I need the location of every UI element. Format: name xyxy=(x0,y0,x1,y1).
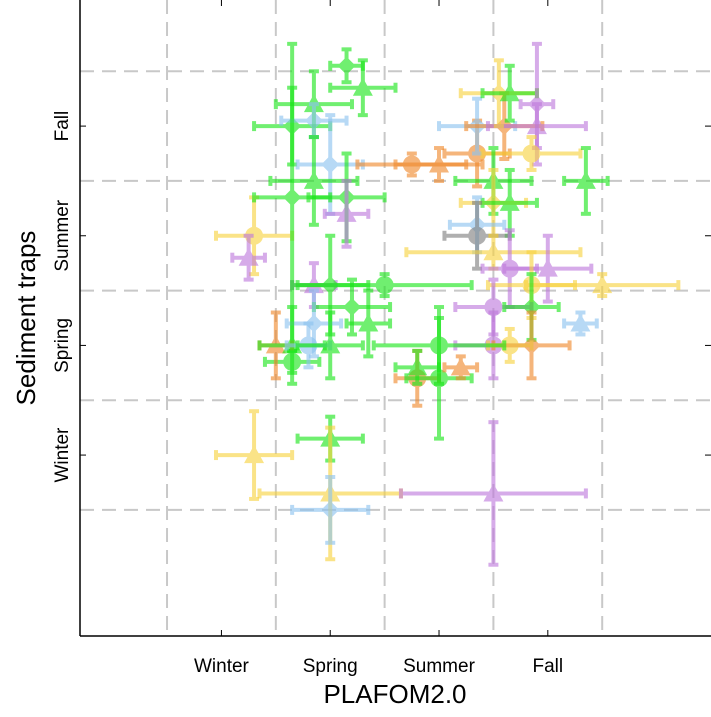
data-point-35 xyxy=(480,63,539,123)
data-point-48 xyxy=(524,272,681,299)
data-point-2 xyxy=(230,233,267,282)
x-tick-label: Fall xyxy=(532,656,563,677)
data-point-7 xyxy=(398,420,588,567)
data-point-37 xyxy=(480,135,583,172)
circle-marker xyxy=(522,144,541,163)
circle-marker xyxy=(430,369,449,388)
data-point-29 xyxy=(393,146,485,183)
triangle-marker xyxy=(407,357,428,376)
triangle-marker xyxy=(570,313,591,332)
data-point-26 xyxy=(295,310,365,381)
triangle-marker xyxy=(499,192,520,211)
diamond-marker xyxy=(304,111,323,130)
data-point-8 xyxy=(328,47,365,85)
triangle-marker xyxy=(358,313,379,332)
data-point-38 xyxy=(562,146,610,216)
diamond-marker xyxy=(283,188,302,207)
triangle-marker xyxy=(336,203,357,222)
diamond-marker xyxy=(321,155,340,174)
data-point-44 xyxy=(404,233,583,271)
triangle-marker xyxy=(450,357,471,376)
data-point-59 xyxy=(442,354,480,381)
triangle-marker xyxy=(592,275,613,294)
triangle-marker xyxy=(483,242,504,261)
plot-frame xyxy=(79,0,711,637)
triangle-marker xyxy=(429,154,450,173)
triangle-marker xyxy=(483,483,504,502)
triangle-marker xyxy=(575,170,596,189)
diamond-marker xyxy=(342,298,361,317)
triangle-marker xyxy=(244,445,265,464)
x-tick-label: Winter xyxy=(194,656,250,677)
x-axis-ticks: Winter Spring Summer Fall xyxy=(194,0,563,677)
triangle-marker xyxy=(352,77,373,96)
y-axis-title: Sediment traps xyxy=(11,231,41,406)
circle-marker xyxy=(375,276,394,295)
plot-background xyxy=(80,0,711,636)
data-point-51 xyxy=(562,310,599,337)
data-point-3 xyxy=(213,409,295,501)
data-point-36 xyxy=(518,41,556,167)
y-axis-ticks: Winter Spring Summer Fall xyxy=(52,111,711,483)
diamond-marker xyxy=(321,500,340,519)
diamond-marker xyxy=(527,95,546,114)
data-point-9 xyxy=(328,58,398,118)
data-point-41 xyxy=(480,167,539,238)
data-point-27 xyxy=(295,272,474,299)
data-point-17 xyxy=(322,178,371,249)
data-point-43 xyxy=(442,200,512,271)
triangle-marker xyxy=(499,83,520,102)
data-points xyxy=(213,41,681,567)
data-point-46 xyxy=(502,233,594,304)
triangle-marker xyxy=(238,247,259,266)
circle-marker xyxy=(468,226,487,245)
triangle-marker xyxy=(537,258,558,277)
y-tick-label: Spring xyxy=(52,318,73,373)
x-tick-label: Summer xyxy=(403,656,475,677)
y-tick-label: Winter xyxy=(52,427,73,483)
triangle-marker xyxy=(320,335,341,354)
y-tick-label: Summer xyxy=(52,199,73,271)
data-point-6 xyxy=(290,475,371,545)
data-point-21 xyxy=(344,288,393,359)
y-tick-label: Fall xyxy=(52,111,73,142)
x-axis-title: PLAFOM2.0 xyxy=(323,679,466,709)
triangle-marker xyxy=(303,170,324,189)
diamond-marker xyxy=(337,56,356,75)
x-tick-label: Spring xyxy=(303,656,358,677)
